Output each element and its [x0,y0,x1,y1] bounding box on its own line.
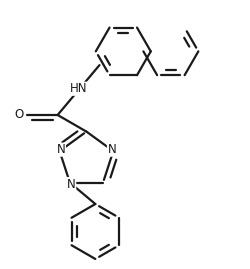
Text: O: O [14,108,24,122]
Text: HN: HN [70,82,87,95]
Text: N: N [56,143,65,156]
Text: N: N [67,178,76,190]
Text: N: N [107,143,116,156]
